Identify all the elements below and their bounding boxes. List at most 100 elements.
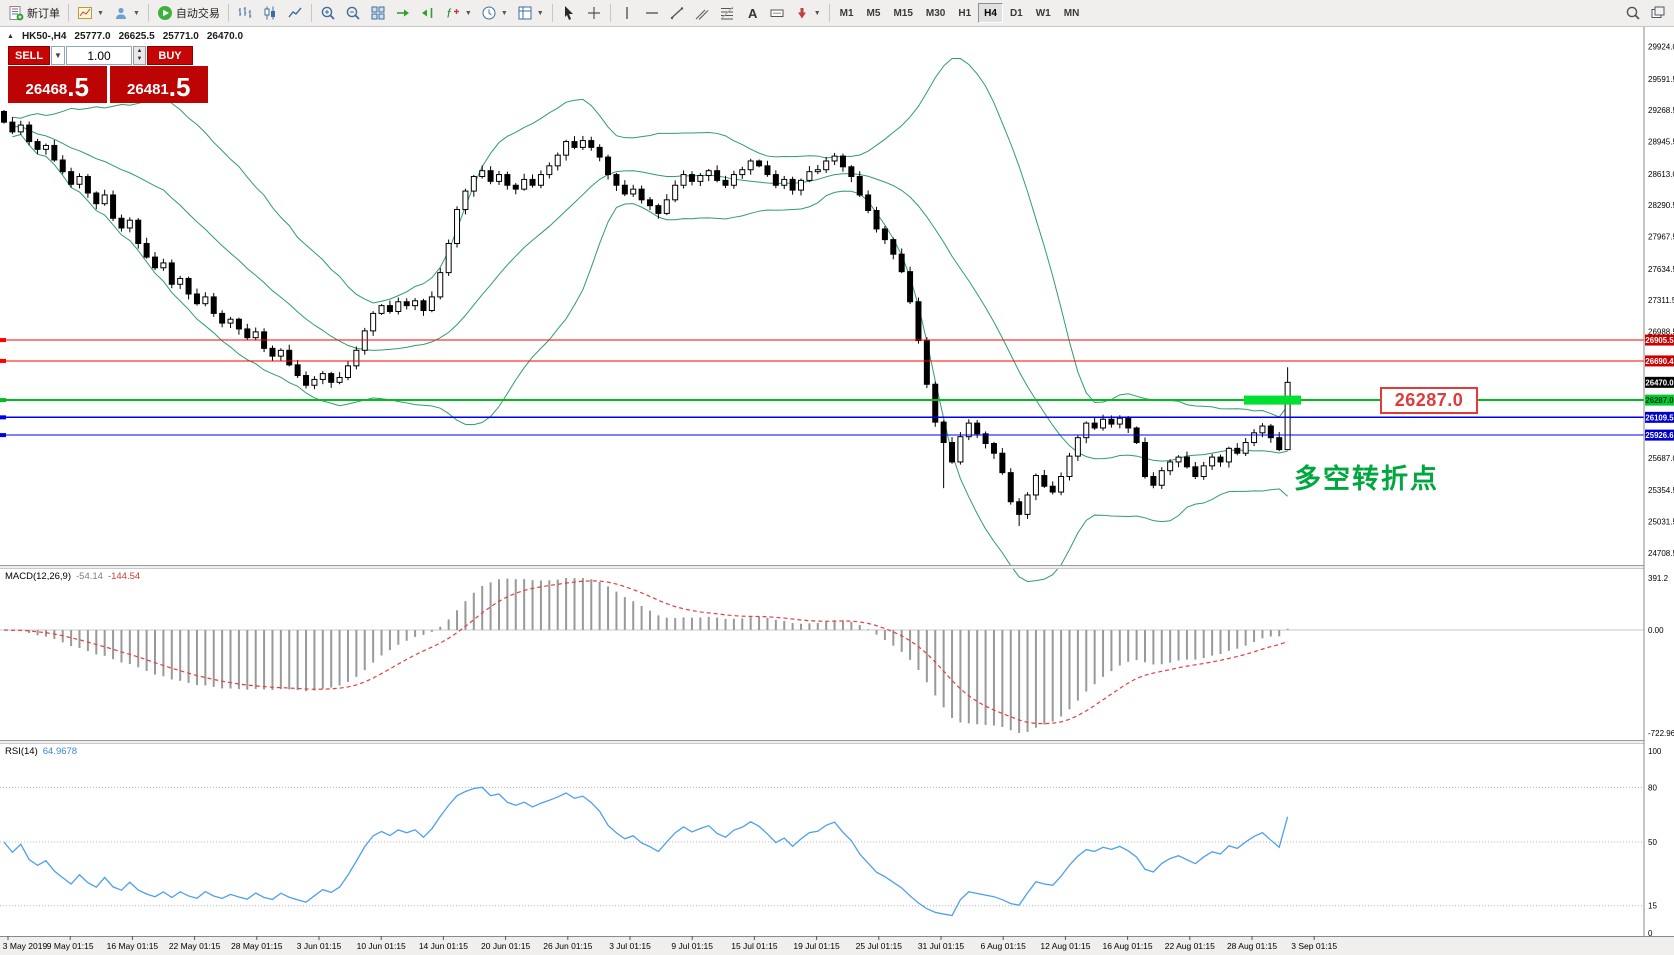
candle-body [554,154,561,167]
price-tick-label: 25354.5 [1648,486,1674,495]
candle-body [42,144,49,150]
candle-body [957,436,964,463]
time-axis-label: 31 Jul 01:15 [918,941,965,951]
candle-body [445,243,452,274]
trendline-button[interactable] [665,2,689,24]
candle-body [336,376,343,383]
toolbar: 新订单 ▼ ▼ 自动交易 f ▼ ▼ ▼ A ▼ M1 M5 M15 M30 H1 H4 D1… [0,0,1674,27]
candle-body [881,228,888,241]
candle-body [1175,456,1182,463]
line-chart-button[interactable] [283,2,307,24]
volume-input[interactable] [66,46,132,65]
candle-body [923,340,930,385]
line-anchor [0,338,6,343]
trendline-icon [669,5,685,21]
price-badge-label: 25926.6 [1645,431,1674,440]
timeframe-mn-button[interactable]: MN [1058,3,1086,23]
label-tool-button[interactable] [765,2,789,24]
candle-body [630,188,637,195]
fibonacci-button[interactable] [715,2,739,24]
candle-body [1016,501,1023,515]
candle-body [1158,470,1165,486]
zoom-out-button[interactable] [341,2,365,24]
fibonacci-icon [719,5,735,21]
profiles-button[interactable]: ▼ [109,2,144,24]
candle-body [865,194,872,211]
price-tick-label: 28613.0 [1648,170,1674,179]
autotrading-label: 自动交易 [175,8,220,20]
candle-body [756,160,763,167]
time-axis-label: 26 Jun 01:15 [543,941,592,951]
candle-body [798,179,805,191]
candle-body [311,378,318,386]
chart-shift-button[interactable] [416,2,440,24]
new-chart-button[interactable]: ▼ [73,2,108,24]
candlestick-chart-button[interactable] [258,2,282,24]
volume-stepper[interactable]: ▲ ▼ [133,46,146,65]
price-badge [1645,429,1674,441]
candle-body [898,253,905,273]
auto-scroll-button[interactable] [391,2,415,24]
time-axis-label: 3 Sep 01:15 [1291,941,1337,951]
rsi-axis-label: 100 [1648,747,1662,756]
candle-body [621,184,628,195]
crosshair-button[interactable] [582,2,606,24]
buy-button[interactable]: BUY [147,46,193,65]
price-tick-label: 27311.5 [1648,296,1674,305]
time-axis-label: 3 Jul 01:15 [609,941,651,951]
windows-icon [1650,5,1666,21]
price-tick-label: 29924.0 [1648,43,1674,52]
search-button[interactable] [1621,2,1645,24]
zoom-out-icon [345,5,361,21]
bar-chart-button[interactable] [233,2,257,24]
timeframe-m5-button[interactable]: M5 [861,3,887,23]
templates-button[interactable]: ▼ [513,2,548,24]
periods-button[interactable]: ▼ [477,2,512,24]
autotrading-button[interactable]: 自动交易 [153,2,224,24]
candle-body [873,209,880,230]
sell-price[interactable]: 26468.5 [8,66,107,103]
svg-text:A: A [748,6,758,21]
candle-body [84,176,91,194]
channel-button[interactable] [690,2,714,24]
candle-body [1276,437,1283,451]
arrow-tools-button[interactable]: ▼ [790,2,825,24]
vertical-line-button[interactable] [615,2,639,24]
timeframe-w1-button[interactable]: W1 [1030,3,1057,23]
candle-body [1192,466,1199,478]
sell-button[interactable]: SELL [8,46,50,65]
chart-canvas[interactable]: 3 May 2019 9 May 01:15 16 May 01:15 22 May … [0,27,1674,955]
candle-body [462,190,469,211]
horizontal-line-button[interactable] [640,2,664,24]
candle-body [101,194,108,205]
candle-body [1007,472,1014,503]
new-order-button[interactable]: 新订单 [4,2,64,24]
horizontal-line-icon [644,5,660,21]
candle-body [907,271,914,303]
candle-body [1225,447,1232,463]
timeframe-h4-button[interactable]: H4 [978,3,1003,23]
candle-body [537,174,544,186]
time-axis-label: 10 Jun 01:15 [357,941,406,951]
timeframe-m30-button[interactable]: M30 [920,3,951,23]
buy-price[interactable]: 26481.5 [109,66,208,103]
timeframe-m15-button[interactable]: M15 [887,3,918,23]
windows-button[interactable] [1646,2,1670,24]
tile-windows-button[interactable] [366,2,390,24]
volume-dropdown[interactable]: ▼ [51,46,65,65]
candle-body [1083,422,1090,439]
text-tool-button[interactable]: A [740,2,764,24]
candle-body [412,300,419,307]
text-icon: A [744,5,760,21]
candle-body [252,331,259,339]
timeframe-d1-button[interactable]: D1 [1004,3,1029,23]
toolbar-separator [310,4,312,22]
candle-body [999,452,1006,474]
timeframe-m1-button[interactable]: M1 [834,3,860,23]
level-price-label: 26287.0 [1380,387,1478,414]
candle-body [1259,425,1266,434]
cursor-button[interactable] [557,2,581,24]
zoom-in-button[interactable] [316,2,340,24]
indicators-button[interactable]: f ▼ [441,2,476,24]
timeframe-h1-button[interactable]: H1 [952,3,977,23]
